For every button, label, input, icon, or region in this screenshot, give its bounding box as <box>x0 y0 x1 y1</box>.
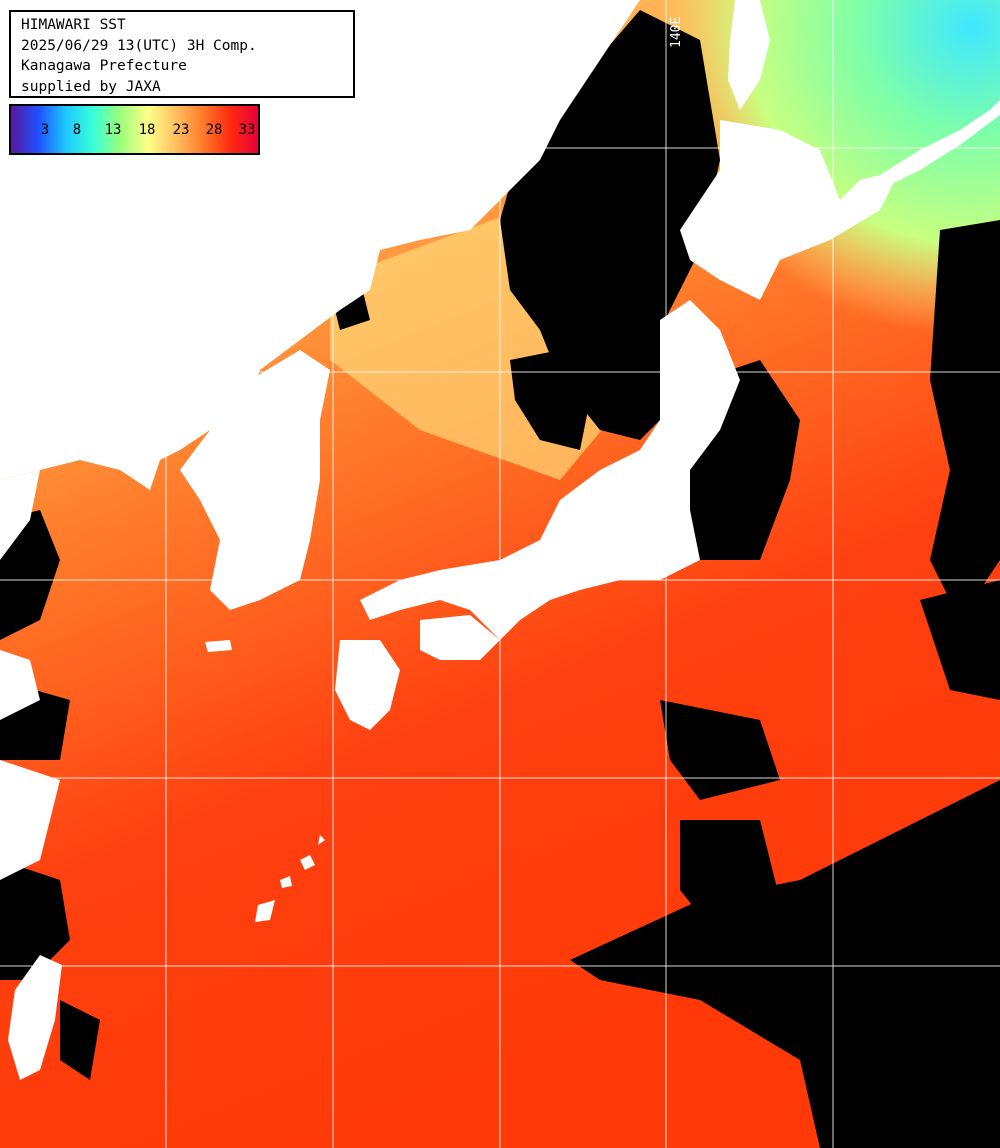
cloud-cover <box>0 10 1000 1148</box>
land-shikoku <box>420 615 500 660</box>
land-kuril-islands <box>880 100 1000 185</box>
land-jeju <box>205 640 232 652</box>
info-box: HIMAWARI SST 2025/06/29 13(UTC) 3H Comp.… <box>9 10 355 98</box>
land-hokkaido <box>680 120 900 300</box>
colorbar-tick: 28 <box>205 122 223 138</box>
region-label: Kanagawa Prefecture <box>21 58 187 74</box>
land-korea <box>180 350 330 610</box>
colorbar-tick: 23 <box>172 122 190 138</box>
land-ryukyu-islands <box>255 835 325 922</box>
longitude-label: 140E <box>669 16 684 48</box>
colorbar-tick: 18 <box>138 122 156 138</box>
colorbar-tick: 13 <box>104 122 122 138</box>
colorbar-tick: 8 <box>72 122 82 138</box>
temperature-colorbar: 3 8 13 18 23 28 33 <box>9 104 260 155</box>
data-credit: supplied by JAXA <box>21 78 161 95</box>
land-kyushu <box>335 640 400 730</box>
land-taiwan <box>8 955 62 1080</box>
product-title: HIMAWARI SST <box>21 17 126 33</box>
timestamp: 2025/06/29 13(UTC) 3H Comp. <box>21 37 257 54</box>
colorbar-tick: 33 <box>238 122 256 138</box>
land-honshu <box>360 300 740 640</box>
latitude-label: 40N <box>14 352 38 367</box>
land-sakhalin <box>728 0 770 110</box>
colorbar-tick: 3 <box>40 122 50 138</box>
